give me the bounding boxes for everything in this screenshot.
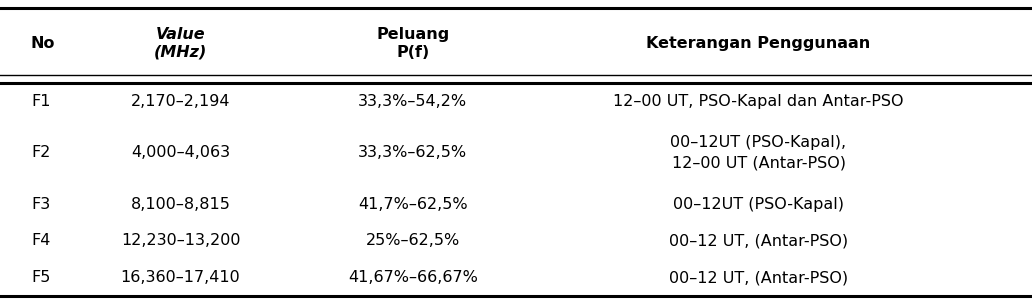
Text: F1: F1 — [31, 94, 51, 109]
Text: 00–12 UT, (Antar-PSO): 00–12 UT, (Antar-PSO) — [669, 270, 848, 285]
Text: 12,230–13,200: 12,230–13,200 — [121, 233, 240, 248]
Text: 2,170–2,194: 2,170–2,194 — [131, 94, 230, 109]
Text: 12–00 UT, PSO-Kapal dan Antar-PSO: 12–00 UT, PSO-Kapal dan Antar-PSO — [613, 94, 904, 109]
Text: 16,360–17,410: 16,360–17,410 — [121, 270, 240, 285]
Text: No: No — [31, 36, 56, 51]
Text: F3: F3 — [31, 197, 51, 212]
Text: F2: F2 — [31, 145, 51, 160]
Text: Peluang
P(f): Peluang P(f) — [377, 27, 449, 60]
Text: F4: F4 — [31, 233, 51, 248]
Text: F5: F5 — [31, 270, 51, 285]
Text: 4,000–4,063: 4,000–4,063 — [131, 145, 230, 160]
Text: 00–12UT (PSO-Kapal): 00–12UT (PSO-Kapal) — [673, 197, 844, 212]
Text: Keterangan Penggunaan: Keterangan Penggunaan — [646, 36, 871, 51]
Text: Value
(MHz): Value (MHz) — [154, 27, 207, 60]
Text: 8,100–8,815: 8,100–8,815 — [131, 197, 230, 212]
Text: 33,3%–54,2%: 33,3%–54,2% — [358, 94, 467, 109]
Text: 00–12 UT, (Antar-PSO): 00–12 UT, (Antar-PSO) — [669, 233, 848, 248]
Text: 33,3%–62,5%: 33,3%–62,5% — [358, 145, 467, 160]
Text: 41,67%–66,67%: 41,67%–66,67% — [348, 270, 478, 285]
Text: 25%–62,5%: 25%–62,5% — [365, 233, 460, 248]
Text: 41,7%–62,5%: 41,7%–62,5% — [358, 197, 467, 212]
Text: 00–12UT (PSO-Kapal),
12–00 UT (Antar-PSO): 00–12UT (PSO-Kapal), 12–00 UT (Antar-PSO… — [671, 135, 846, 170]
